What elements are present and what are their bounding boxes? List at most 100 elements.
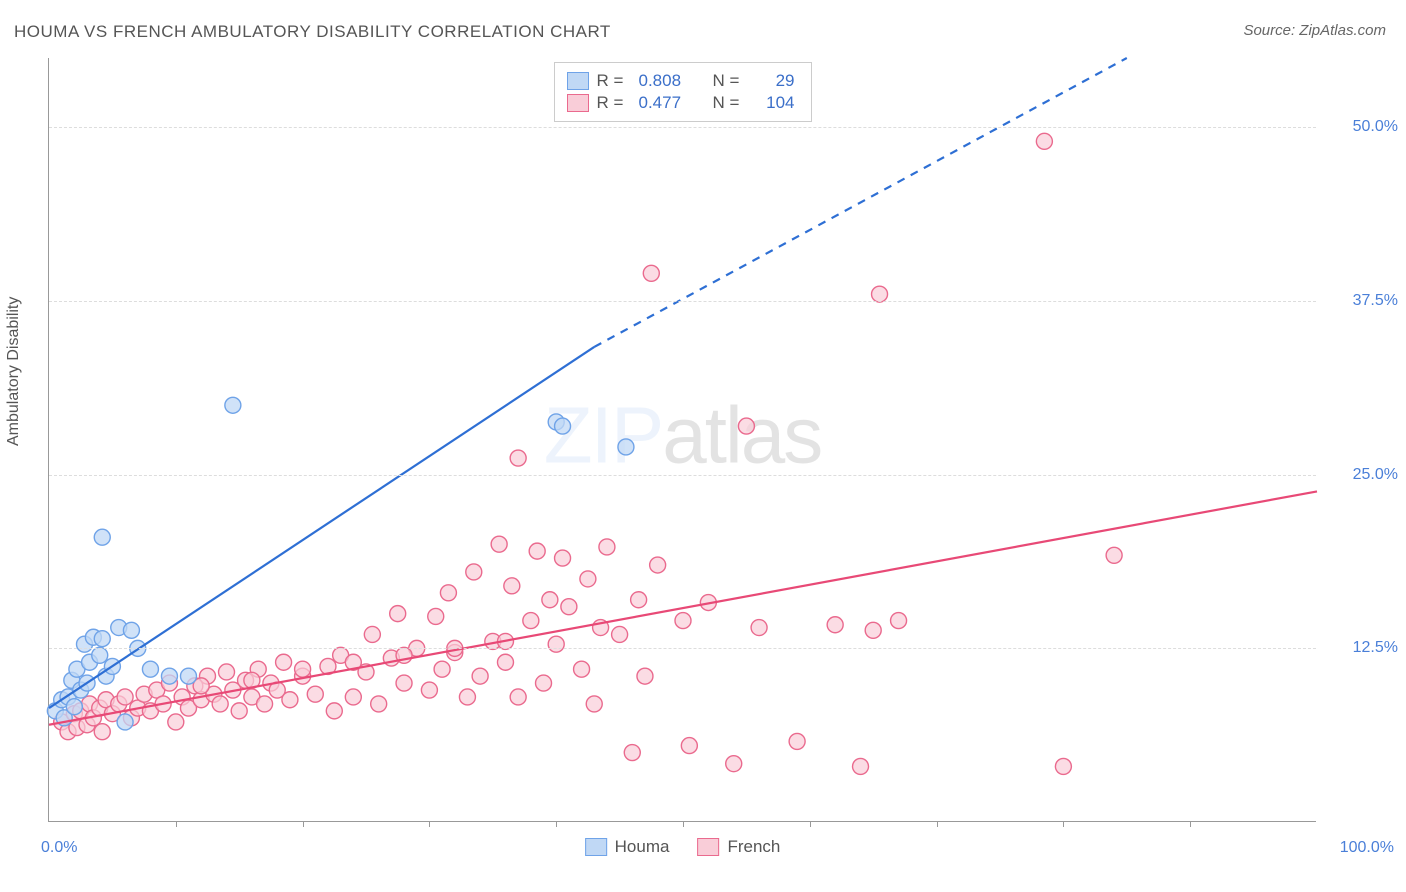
gridline: [49, 301, 1316, 302]
n-label: N =: [713, 71, 747, 91]
data-point: [364, 626, 380, 642]
data-point: [827, 617, 843, 633]
data-point: [872, 286, 888, 302]
data-point: [326, 703, 342, 719]
data-point: [428, 608, 444, 624]
data-point: [1036, 133, 1052, 149]
data-point: [681, 738, 697, 754]
data-point: [618, 439, 634, 455]
data-point: [624, 745, 640, 761]
data-point: [726, 756, 742, 772]
data-point: [94, 529, 110, 545]
legend-label-houma: Houma: [615, 837, 670, 857]
data-point: [123, 622, 139, 638]
data-point: [631, 592, 647, 608]
data-point: [504, 578, 520, 594]
legend-label-french: French: [727, 837, 780, 857]
data-point: [307, 686, 323, 702]
x-tick-label: 100.0%: [1340, 839, 1394, 857]
swatch-french: [567, 94, 589, 112]
data-point: [371, 696, 387, 712]
x-tick: [937, 821, 938, 827]
data-point: [612, 626, 628, 642]
data-point: [586, 696, 602, 712]
scatter-svg: [49, 58, 1316, 821]
data-point: [440, 585, 456, 601]
data-point: [472, 668, 488, 684]
data-point: [865, 622, 881, 638]
data-point: [738, 418, 754, 434]
y-tick-label: 25.0%: [1328, 466, 1398, 484]
data-point: [219, 664, 235, 680]
data-point: [92, 647, 108, 663]
data-point: [1055, 758, 1071, 774]
data-point: [459, 689, 475, 705]
r-label: R =: [597, 71, 631, 91]
data-point: [650, 557, 666, 573]
data-point: [168, 714, 184, 730]
data-point: [853, 758, 869, 774]
x-tick: [1063, 821, 1064, 827]
data-point: [94, 724, 110, 740]
data-point: [295, 661, 311, 677]
r-label: R =: [597, 93, 631, 113]
data-point: [497, 654, 513, 670]
data-point: [117, 714, 133, 730]
n-value-french: 104: [755, 93, 795, 113]
data-point: [561, 599, 577, 615]
chart-container: HOUMA VS FRENCH AMBULATORY DISABILITY CO…: [0, 0, 1406, 892]
data-point: [580, 571, 596, 587]
data-point: [643, 265, 659, 281]
data-point: [523, 613, 539, 629]
data-point: [212, 696, 228, 712]
data-point: [548, 636, 564, 652]
legend-series: Houma French: [585, 837, 781, 857]
data-point: [789, 733, 805, 749]
data-point: [536, 675, 552, 691]
data-point: [529, 543, 545, 559]
data-point: [466, 564, 482, 580]
legend-stats: R = 0.808 N = 29 R = 0.477 N = 104: [554, 62, 812, 122]
data-point: [510, 450, 526, 466]
chart-title: HOUMA VS FRENCH AMBULATORY DISABILITY CO…: [14, 22, 611, 42]
data-point: [180, 668, 196, 684]
x-tick: [683, 821, 684, 827]
data-point: [142, 661, 158, 677]
data-point: [161, 668, 177, 684]
x-tick: [176, 821, 177, 827]
gridline: [49, 127, 1316, 128]
y-tick-label: 12.5%: [1328, 639, 1398, 657]
data-point: [891, 613, 907, 629]
y-axis-label: Ambulatory Disability: [5, 297, 23, 446]
x-tick: [303, 821, 304, 827]
data-point: [390, 606, 406, 622]
n-label: N =: [713, 93, 747, 113]
data-point: [751, 620, 767, 636]
legend-item-french: French: [697, 837, 780, 857]
data-point: [282, 692, 298, 708]
x-tick: [810, 821, 811, 827]
r-value-french: 0.477: [639, 93, 705, 113]
gridline: [49, 648, 1316, 649]
data-point: [231, 703, 247, 719]
data-point: [421, 682, 437, 698]
trend-line: [49, 491, 1317, 724]
data-point: [637, 668, 653, 684]
y-tick-label: 50.0%: [1328, 118, 1398, 136]
x-tick-label: 0.0%: [41, 839, 77, 857]
data-point: [94, 631, 110, 647]
gridline: [49, 475, 1316, 476]
swatch-houma: [567, 72, 589, 90]
data-point: [599, 539, 615, 555]
r-value-houma: 0.808: [639, 71, 705, 91]
x-tick: [556, 821, 557, 827]
data-point: [276, 654, 292, 670]
data-point: [574, 661, 590, 677]
data-point: [225, 397, 241, 413]
data-point: [510, 689, 526, 705]
x-tick: [1190, 821, 1191, 827]
legend-stats-row-french: R = 0.477 N = 104: [567, 93, 795, 113]
y-tick-label: 37.5%: [1328, 292, 1398, 310]
data-point: [345, 689, 361, 705]
data-point: [66, 699, 82, 715]
